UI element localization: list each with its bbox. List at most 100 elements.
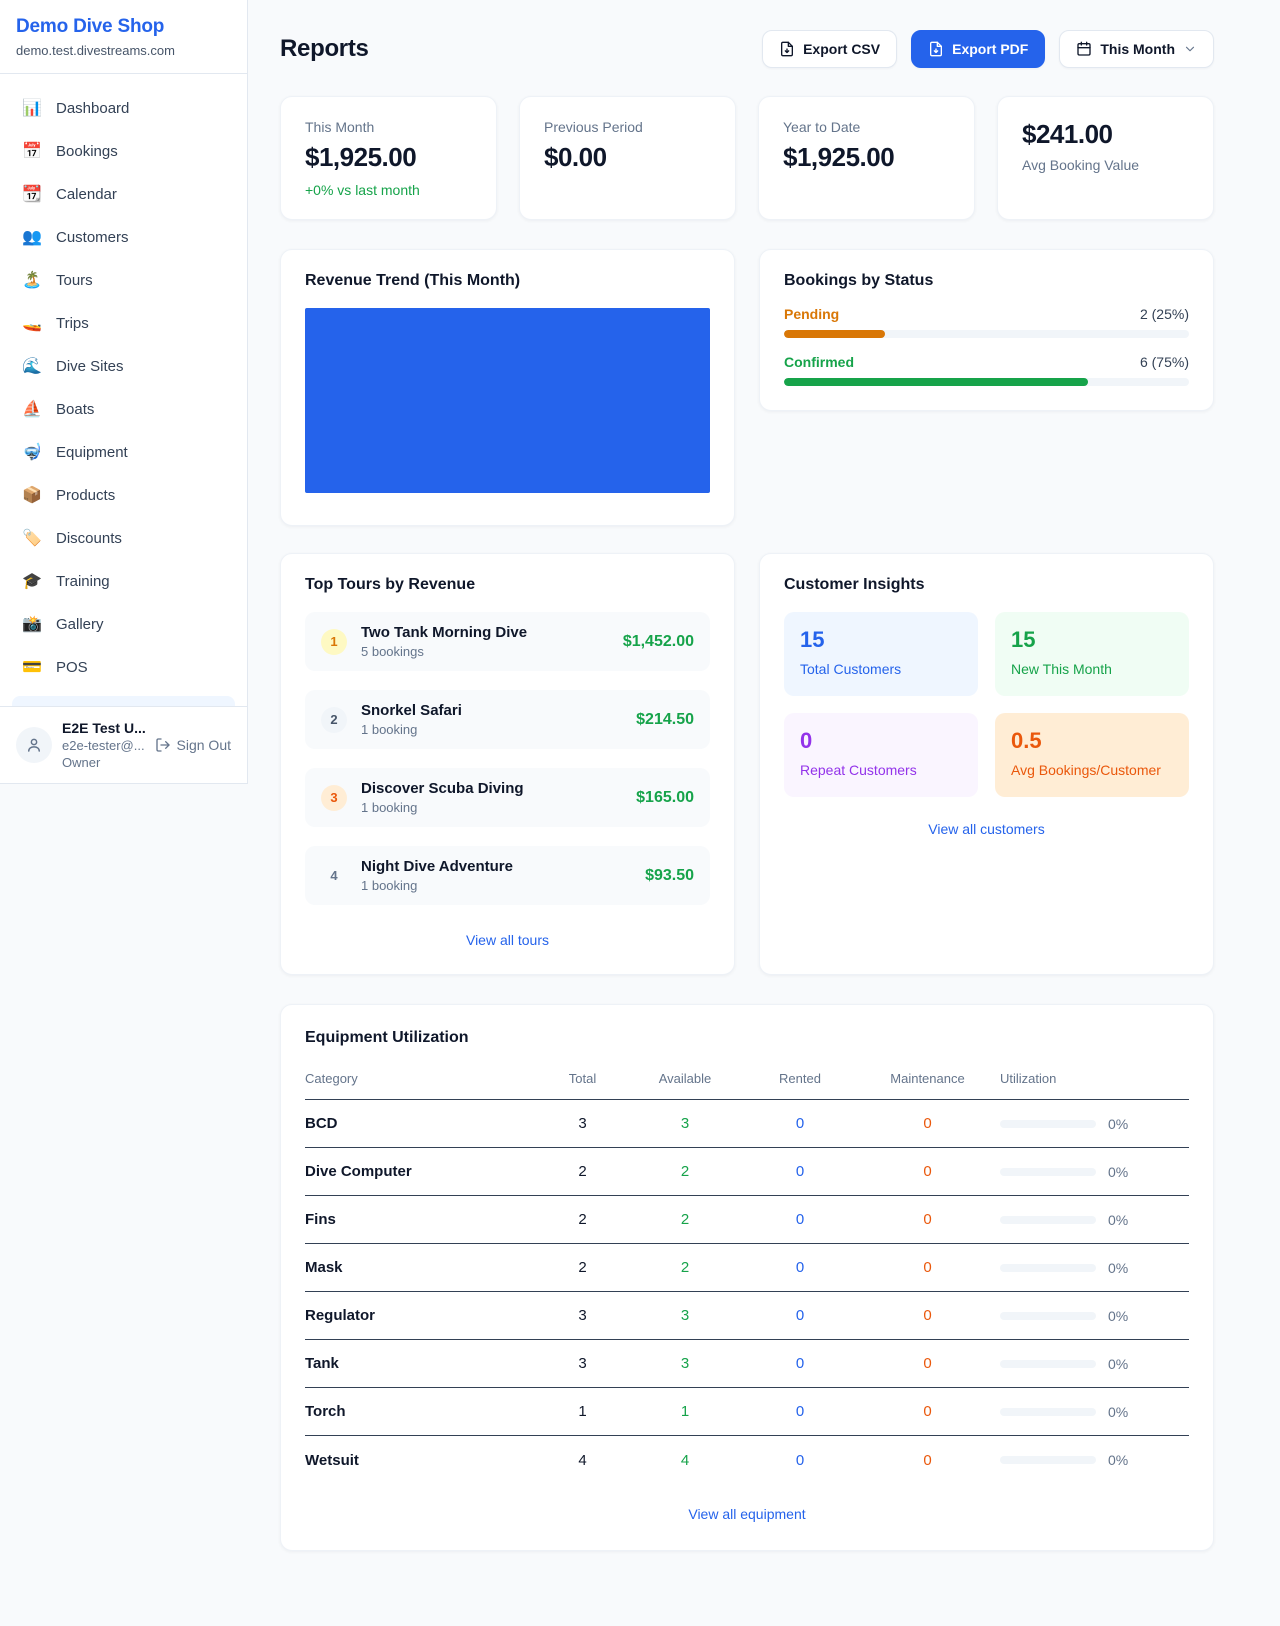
rank-badge: 2 [321,706,347,733]
sidebar-item-label: Calendar [56,185,117,203]
sidebar-nav: 📊 Dashboard 📅 Bookings 📆 Calendar 👥 Cust… [0,74,247,706]
utilization-bar [1000,1263,1096,1272]
revenue-trend-title: Revenue Trend (This Month) [305,272,521,289]
export-pdf-button[interactable]: Export PDF [911,30,1046,68]
tile-repeat-customers: 0 Repeat Customers [784,713,978,797]
customer-insights-title: Customer Insights [784,576,925,593]
view-all-customers-link[interactable]: View all customers [928,821,1045,837]
sidebar-item-products[interactable]: 📦 Products [12,475,235,515]
sidebar-item-tours[interactable]: 🏝️ Tours [12,260,235,300]
status-label: Confirmed [784,354,854,370]
cell-utilization: 0% [1000,1404,1189,1420]
cell-utilization: 0% [1000,1356,1189,1372]
insight-tiles: 15 Total Customers 15 New This Month 0 R… [784,612,1189,797]
cell-category: Mask [305,1259,343,1276]
tour-bookings: 1 booking [361,722,418,737]
cell-available: 2 [680,1211,690,1228]
cell-total: 3 [578,1355,587,1372]
export-pdf-label: Export PDF [952,41,1029,57]
cell-utilization: 0% [1000,1116,1189,1132]
sidebar-item-dashboard[interactable]: 📊 Dashboard [12,88,235,128]
top-tours-card: Top Tours by Revenue 1 Two Tank Morning … [280,553,735,975]
sidebar-item-customers[interactable]: 👥 Customers [12,217,235,257]
table-row: Dive Computer 2 2 0 0 0% [305,1148,1189,1196]
utilization-bar [1000,1119,1096,1128]
col-utilization: Utilization [1000,1071,1057,1086]
cell-category: Regulator [305,1307,376,1324]
cell-rented: 0 [795,1403,805,1420]
sidebar-item-gallery[interactable]: 📸 Gallery [12,604,235,644]
cell-total: 1 [578,1403,587,1420]
cell-available: 2 [680,1163,690,1180]
utilization-percent: 0% [1108,1403,1129,1420]
stat-card-year-to-date: Year to Date $1,925.00 [758,96,975,220]
sidebar-item-label: Customers [56,228,129,246]
utilization-bar [1000,1311,1096,1320]
sidebar-item-discounts[interactable]: 🏷️ Discounts [12,518,235,558]
credit-card-icon: 💳 [22,659,42,676]
view-all-equipment-link[interactable]: View all equipment [688,1506,806,1522]
page-header: Reports Export CSV Export PDF This Month [280,30,1214,68]
cell-maintenance: 0 [923,1403,932,1420]
sidebar-item-boats[interactable]: ⛵ Boats [12,389,235,429]
tile-label: Repeat Customers [800,762,917,778]
cell-maintenance: 0 [923,1355,932,1372]
status-value: 6 (75%) [1139,354,1189,370]
shop-name: Demo Dive Shop [16,16,165,37]
sidebar-item-label: Boats [56,400,95,418]
customers-icon: 👥 [22,229,42,246]
table-row: Tank 3 3 0 0 0% [305,1340,1189,1388]
file-download-icon [930,41,943,57]
cell-available: 3 [680,1307,690,1324]
cell-maintenance: 0 [923,1115,932,1132]
equipment-utilization-card: Equipment Utilization Category Total Ava… [280,1004,1214,1551]
cell-maintenance: 0 [923,1307,932,1324]
sidebar-item-trips[interactable]: 🚤 Trips [12,303,235,343]
sidebar-item-training[interactable]: 🎓 Training [12,561,235,601]
table-row: Torch 1 1 0 0 0% [305,1388,1189,1436]
cell-total: 2 [578,1163,587,1180]
page-title: Reports [280,35,369,62]
period-label: This Month [1100,41,1175,57]
sidebar-item-pos[interactable]: 💳 POS [12,647,235,687]
equipment-utilization-title: Equipment Utilization [305,1029,469,1046]
utilization-percent: 0% [1108,1211,1129,1228]
sidebar-item-equipment[interactable]: 🤿 Equipment [12,432,235,472]
sidebar: Demo Dive Shop demo.test.divestreams.com… [0,0,248,784]
table-row: Wetsuit 4 4 0 0 0% [305,1436,1189,1484]
period-dropdown[interactable]: This Month [1059,30,1214,68]
cell-total: 3 [578,1115,587,1132]
revenue-trend-card: Revenue Trend (This Month) [280,249,735,526]
view-all-tours-link[interactable]: View all tours [465,932,549,948]
utilization-bar [1000,1456,1096,1464]
dive-mask-icon: 🤿 [22,444,42,461]
tag-icon: 🏷️ [22,530,42,547]
col-total: Total [568,1071,597,1086]
stat-card-this-month: This Month $1,925.00 +0% vs last month [280,96,497,220]
header-actions: Export CSV Export PDF This Month [762,30,1214,68]
sidebar-item-reports-active-clipped[interactable] [12,696,235,706]
tile-value: 0 [800,728,813,753]
stat-delta: +0% vs last month [305,182,420,198]
col-available: Available [658,1071,712,1086]
tour-row: 2 Snorkel Safari 1 booking $214.50 [305,690,710,749]
island-icon: 🏝️ [22,272,42,289]
user-panel: E2E Test U... e2e-tester@... Owner Sign … [0,706,247,783]
rank-badge: 3 [321,784,347,811]
sidebar-item-dive-sites[interactable]: 🌊 Dive Sites [12,346,235,386]
cell-category: Wetsuit [305,1451,359,1469]
status-row-pending: Pending 2 (25%) [784,306,1189,338]
tour-revenue: $214.50 [636,710,694,728]
stat-card-avg-booking-value: $241.00 Avg Booking Value [997,96,1214,220]
export-csv-button[interactable]: Export CSV [762,30,898,68]
cell-total: 2 [578,1259,587,1276]
utilization-bar [1000,1167,1096,1176]
stat-value: $241.00 [1022,119,1113,149]
tour-revenue: $93.50 [645,866,694,884]
utilization-percent: 0% [1108,1115,1129,1132]
sidebar-item-bookings[interactable]: 📅 Bookings [12,131,235,171]
sidebar-item-calendar[interactable]: 📆 Calendar [12,174,235,214]
tile-value: 0.5 [1011,728,1042,753]
sign-out-button[interactable]: Sign Out [155,737,231,753]
package-icon: 📦 [22,487,42,504]
